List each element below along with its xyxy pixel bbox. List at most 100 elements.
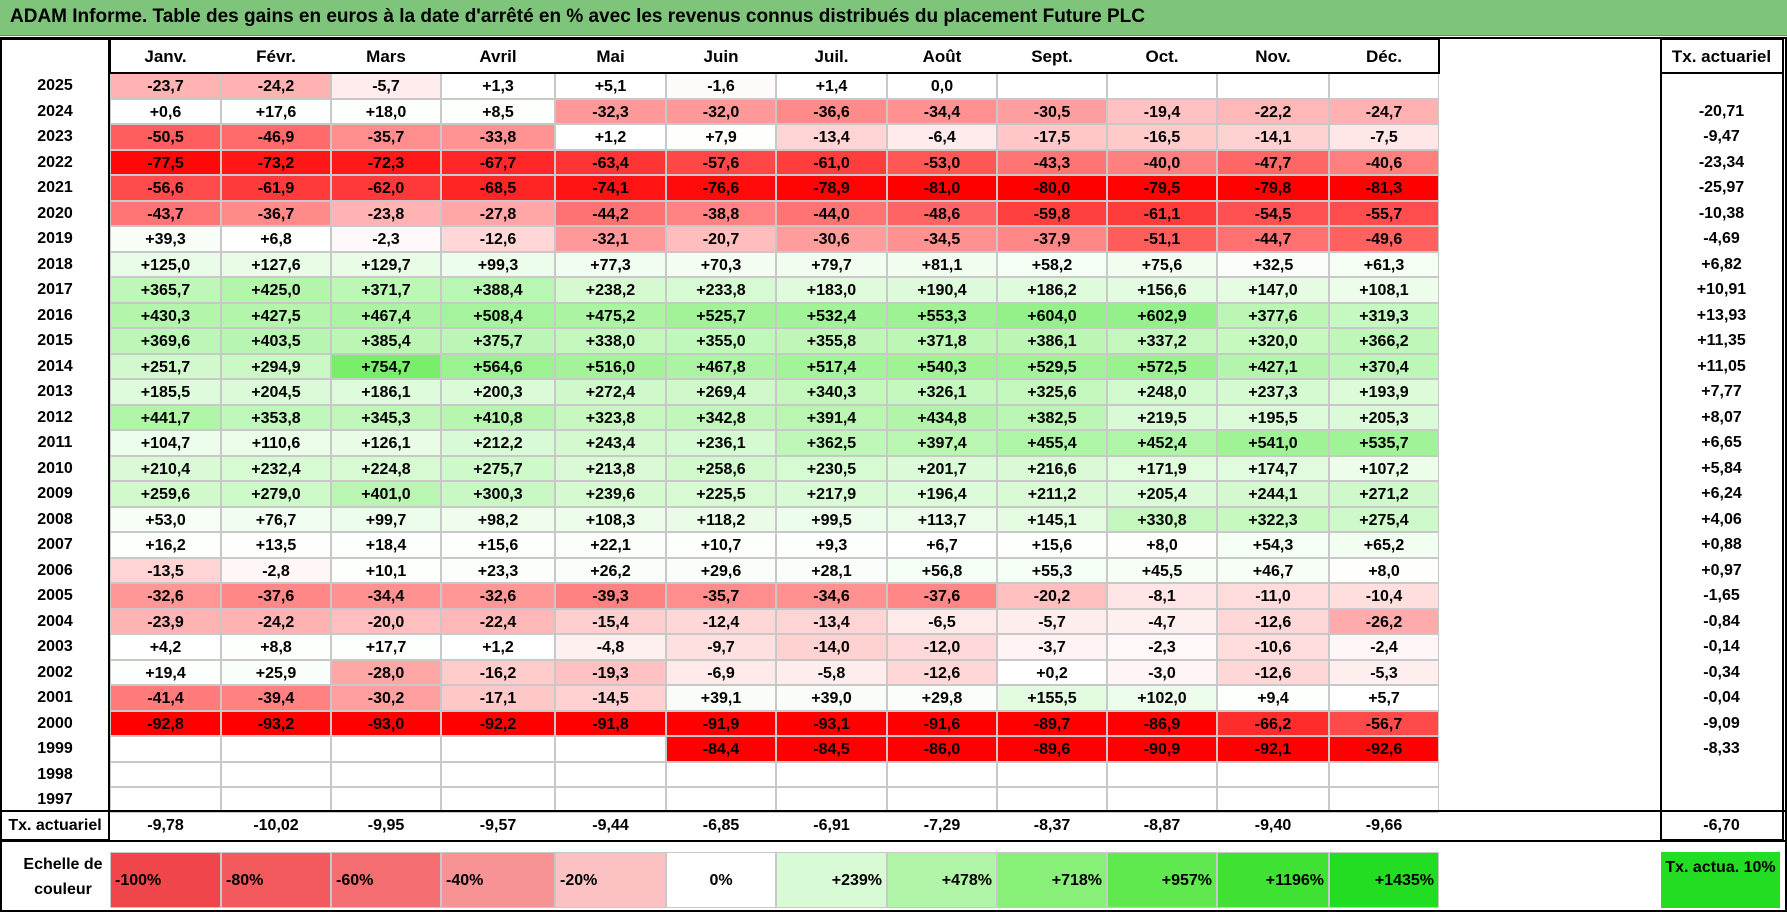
table-cell: +211,2 — [997, 481, 1107, 507]
table-cell: +342,8 — [666, 405, 776, 430]
row-rate-value: -0,04 — [1703, 689, 1740, 706]
table-cell: -5,3 — [1329, 660, 1439, 685]
table-cell: -10,4 — [1329, 583, 1439, 609]
table-cell: -30,6 — [776, 226, 887, 252]
column-header-1: Févr. — [256, 47, 296, 66]
table-cell: +28,1 — [776, 558, 887, 583]
table-cell: -2,4 — [1329, 634, 1439, 660]
table-cell: +275,4 — [1329, 507, 1439, 532]
table-cell: +15,6 — [441, 532, 555, 558]
table-cell: -20,0 — [331, 609, 441, 634]
table-cell: +53,0 — [110, 507, 221, 532]
table-cell: -51,1 — [1107, 226, 1217, 252]
table-cell: +186,1 — [331, 379, 441, 405]
table-cell: +98,2 — [441, 507, 555, 532]
table-cell: +225,5 — [666, 481, 776, 507]
table-cell: +248,0 — [1107, 379, 1217, 405]
table-cell: +39,3 — [110, 226, 221, 252]
table-cell: -24,7 — [1329, 99, 1439, 124]
table-cell: -73,2 — [221, 150, 331, 175]
table-cell: -81,3 — [1329, 175, 1439, 201]
table-cell: -77,5 — [110, 150, 221, 175]
column-header-0: Janv. — [144, 47, 187, 66]
table-cell: +322,3 — [1217, 507, 1329, 532]
table-cell: -80,0 — [997, 175, 1107, 201]
column-header-10: Nov. — [1255, 47, 1291, 66]
table-cell: -20,2 — [997, 583, 1107, 609]
table-cell: -34,5 — [887, 226, 997, 252]
table-cell — [110, 736, 221, 762]
table-cell: +210,4 — [110, 456, 221, 481]
table-cell: -92,8 — [110, 711, 221, 736]
table-cell: +54,3 — [1217, 532, 1329, 558]
table-cell: +10,7 — [666, 532, 776, 558]
table-cell: +271,2 — [1329, 481, 1439, 507]
table-cell — [441, 736, 555, 762]
table-cell — [1329, 787, 1439, 813]
table-cell — [887, 787, 997, 813]
table-cell: +125,0 — [110, 252, 221, 277]
table-cell: -3,0 — [1107, 660, 1217, 685]
table-cell: -12,6 — [441, 226, 555, 252]
table-cell: +70,3 — [666, 252, 776, 277]
row-year-label: 2025 — [37, 77, 73, 94]
table-cell: +353,8 — [221, 405, 331, 430]
row-rate-value: -0,14 — [1703, 638, 1740, 655]
table-cell: +102,0 — [1107, 685, 1217, 711]
table-cell: +23,3 — [441, 558, 555, 583]
table-cell: +275,7 — [441, 456, 555, 481]
table-cell: +541,0 — [1217, 430, 1329, 456]
footer-value: -6,85 — [702, 817, 740, 834]
table-cell: -79,5 — [1107, 175, 1217, 201]
row-rate-value: -10,38 — [1698, 205, 1745, 222]
table-cell — [555, 762, 666, 787]
table-cell: -78,9 — [776, 175, 887, 201]
color-scale-step: +718% — [997, 852, 1107, 908]
table-cell: +7,9 — [666, 124, 776, 150]
table-cell: +200,3 — [441, 379, 555, 405]
table-cell: +56,8 — [887, 558, 997, 583]
row-rate-value: +7,77 — [1701, 383, 1742, 400]
table-cell: -6,9 — [666, 660, 776, 685]
row-rate-value: -1,65 — [1703, 587, 1740, 604]
row-year-label: 2013 — [37, 383, 73, 400]
table-cell: +1,4 — [776, 73, 887, 99]
table-cell: -91,8 — [555, 711, 666, 736]
table-cell: +397,4 — [887, 430, 997, 456]
row-rate-value: +0,88 — [1701, 536, 1742, 553]
footer-bottom-border — [0, 840, 1787, 842]
row-year-label: 2016 — [37, 307, 73, 324]
footer-value: -7,29 — [923, 817, 961, 834]
table-cell: -44,0 — [776, 201, 887, 226]
table-cell: +99,7 — [331, 507, 441, 532]
table-cell — [331, 762, 441, 787]
table-cell: -22,2 — [1217, 99, 1329, 124]
table-cell: -4,7 — [1107, 609, 1217, 634]
table-cell: -40,0 — [1107, 150, 1217, 175]
table-cell: +6,7 — [887, 532, 997, 558]
color-scale-step: +1435% — [1329, 852, 1439, 908]
table-cell: -43,7 — [110, 201, 221, 226]
table-cell: +294,9 — [221, 354, 331, 379]
table-cell: +17,7 — [331, 634, 441, 660]
table-cell: -38,8 — [666, 201, 776, 226]
row-year-label: 2007 — [37, 536, 73, 553]
table-cell: +517,4 — [776, 354, 887, 379]
table-cell — [997, 73, 1107, 99]
table-cell — [441, 762, 555, 787]
table-cell — [666, 787, 776, 813]
table-cell: +145,1 — [997, 507, 1107, 532]
table-cell: +55,3 — [997, 558, 1107, 583]
table-cell: +61,3 — [1329, 252, 1439, 277]
table-cell: +0,2 — [997, 660, 1107, 685]
table-cell: -79,8 — [1217, 175, 1329, 201]
table-cell: +232,4 — [221, 456, 331, 481]
table-cell: +230,5 — [776, 456, 887, 481]
table-cell: -24,2 — [221, 73, 331, 99]
table-cell: +171,9 — [1107, 456, 1217, 481]
table-cell: +15,6 — [997, 532, 1107, 558]
table-cell: +183,0 — [776, 277, 887, 303]
table-cell: -28,0 — [331, 660, 441, 685]
table-cell: +58,2 — [997, 252, 1107, 277]
footer-value: -8,87 — [1143, 817, 1181, 834]
